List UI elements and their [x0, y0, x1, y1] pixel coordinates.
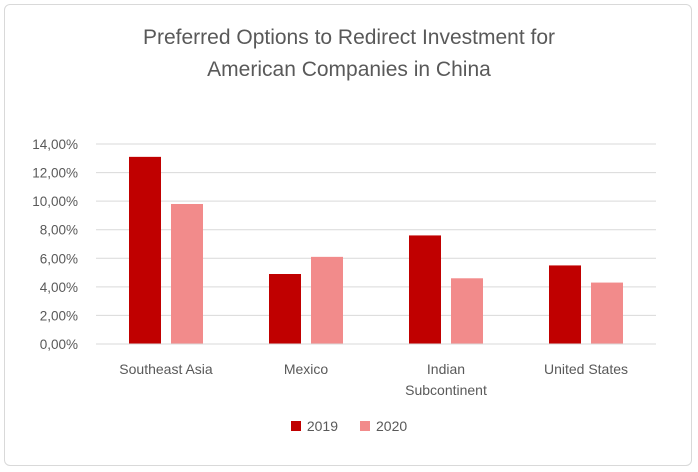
category-label: Indian	[427, 361, 465, 377]
chart-title-line-1: Preferred Options to Redirect Investment…	[142, 26, 555, 49]
category-label: Subcontinent	[405, 382, 487, 398]
y-tick-label: 4,00%	[40, 280, 78, 295]
chart-title-line-2: American Companies in China	[207, 58, 491, 81]
legend-label: 2019	[306, 418, 338, 434]
legend-swatch	[290, 421, 301, 431]
bar-2019-0	[129, 156, 161, 344]
chart-title: Preferred Options to Redirect Investment…	[0, 22, 698, 86]
y-tick-label: 0,00%	[40, 337, 78, 352]
bar-2019-3	[549, 265, 581, 344]
x-axis-categories: Southeast Asia Mexico Indian Subcontinent Un…	[119, 361, 628, 398]
legend-item-2020: 2020	[360, 418, 407, 434]
y-tick-label: 10,00%	[32, 194, 78, 209]
category-label: Mexico	[284, 361, 329, 377]
y-tick-label: 14,00%	[32, 137, 78, 152]
category-label: Southeast Asia	[119, 361, 213, 377]
legend-item-2019: 2019	[290, 418, 338, 434]
category-label: United States	[544, 361, 628, 377]
bar-2019-1	[269, 274, 301, 344]
y-tick-label: 6,00%	[40, 251, 78, 266]
bar-2019-2	[409, 235, 441, 344]
legend: 2019 2020	[0, 418, 698, 434]
y-tick-label: 12,00%	[32, 166, 78, 181]
chart-frame	[4, 4, 692, 466]
bars	[129, 156, 623, 344]
legend-label: 2020	[376, 418, 408, 434]
y-tick-label: 2,00%	[40, 308, 78, 323]
bar-2020-2	[451, 278, 483, 344]
y-tick-label: 8,00%	[40, 223, 78, 238]
y-axis-ticks: 0,00% 2,00% 4,00% 6,00% 8,00% 10,00% 12,00% 14,…	[32, 137, 78, 352]
bar-2020-1	[311, 256, 343, 344]
bar-2020-3	[591, 282, 623, 344]
bar-2020-0	[171, 204, 203, 344]
legend-swatch	[360, 421, 370, 431]
